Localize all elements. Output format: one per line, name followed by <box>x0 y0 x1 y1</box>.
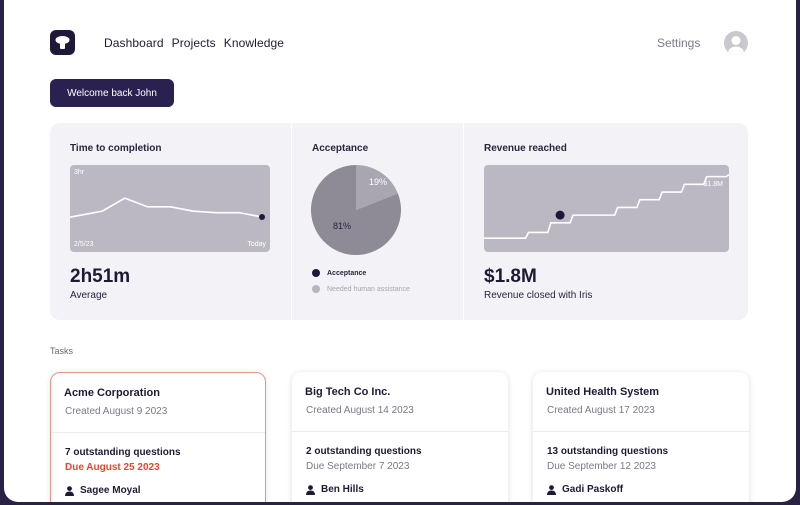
time-to-completion-card: Time to completion 3hr 2/5/23 Today 2h51… <box>50 123 291 320</box>
acceptance-title: Acceptance <box>312 143 369 154</box>
task-assignee: Ben Hills <box>306 484 364 495</box>
task-card[interactable]: United Health System Created August 17 2… <box>533 372 749 502</box>
stats-panel: Time to completion 3hr 2/5/23 Today 2h51… <box>50 123 748 320</box>
task-assignee: Sagee Moyal <box>65 485 141 496</box>
task-created: Created August 14 2023 <box>306 405 414 416</box>
task-questions: 2 outstanding questions <box>306 446 422 457</box>
revenue-title: Revenue reached <box>484 143 567 154</box>
task-divider <box>51 432 265 433</box>
pie-slice-human <box>356 165 398 210</box>
revenue-card: Revenue reached $1.8M $1.8M Revenue clos… <box>463 123 748 320</box>
revenue-line-svg <box>484 174 729 240</box>
task-divider <box>533 431 749 432</box>
task-card[interactable]: Big Tech Co Inc. Created August 14 2023 … <box>292 372 508 502</box>
welcome-button[interactable]: Welcome back John <box>50 79 174 107</box>
brand-logo-icon[interactable] <box>50 30 75 55</box>
assignee-name: Ben Hills <box>321 484 364 495</box>
time-title: Time to completion <box>70 143 162 154</box>
time-series-line <box>70 197 263 218</box>
task-assignee: Gadi Paskoff <box>547 484 623 495</box>
revenue-sub: Revenue closed with Iris <box>484 290 593 301</box>
task-name: United Health System <box>546 386 660 398</box>
time-sub: Average <box>70 290 108 301</box>
legend-label-acceptance: Acceptance <box>327 269 367 277</box>
legend-label-human: Needed human assistance <box>327 285 410 293</box>
time-end-point <box>259 214 265 220</box>
task-name: Acme Corporation <box>64 387 160 399</box>
legend-dot-acceptance <box>312 269 320 277</box>
time-value: 2h51m <box>70 266 131 287</box>
main-nav: Dashboard Projects Knowledge <box>104 36 284 50</box>
task-due-date: Due September 7 2023 <box>306 461 410 472</box>
revenue-series-line <box>484 174 729 240</box>
logo-mark <box>55 36 70 49</box>
pie-label-acceptance: 81% <box>333 221 351 231</box>
task-questions: 13 outstanding questions <box>547 446 669 457</box>
tasks-heading: Tasks <box>50 346 74 356</box>
revenue-chart-label: $1.8M <box>703 181 723 188</box>
avatar-silhouette <box>728 36 744 55</box>
legend-dot-human <box>312 285 320 293</box>
time-chart-top-label: 3hr <box>74 169 85 176</box>
app-window: Dashboard Projects Knowledge Settings We… <box>4 0 796 502</box>
legend-acceptance: Acceptance <box>312 269 366 277</box>
task-divider <box>292 431 508 432</box>
task-card[interactable]: Acme Corporation Created August 9 2023 7… <box>50 372 266 502</box>
settings-link[interactable]: Settings <box>657 36 701 50</box>
time-chart-start-label: 2/5/23 <box>74 241 94 248</box>
task-created: Created August 17 2023 <box>547 405 655 416</box>
person-icon <box>306 484 315 495</box>
user-avatar-icon[interactable] <box>724 31 748 55</box>
task-questions: 7 outstanding questions <box>65 447 181 458</box>
task-name: Big Tech Co Inc. <box>305 386 391 398</box>
nav-projects[interactable]: Projects <box>171 36 216 50</box>
nav-dashboard[interactable]: Dashboard <box>104 36 164 50</box>
time-chart-end-label: Today <box>247 241 266 248</box>
person-icon <box>547 484 556 495</box>
revenue-value: $1.8M <box>484 266 537 287</box>
task-due-date: Due September 12 2023 <box>547 461 656 472</box>
revenue-highlight-point <box>555 210 565 220</box>
acceptance-card: Acceptance 19% 81% Acceptance Needed hum… <box>291 123 463 320</box>
pie-label-human: 19% <box>369 177 387 187</box>
person-icon <box>65 485 74 496</box>
time-line-svg <box>70 197 265 220</box>
time-chart: 3hr 2/5/23 Today <box>70 165 270 252</box>
revenue-chart: $1.8M <box>484 165 729 252</box>
task-due-date: Due August 25 2023 <box>65 462 160 473</box>
legend-human: Needed human assistance <box>312 285 410 293</box>
nav-knowledge[interactable]: Knowledge <box>223 36 285 50</box>
acceptance-pie: 19% 81% <box>311 165 401 255</box>
assignee-name: Gadi Paskoff <box>562 484 624 495</box>
task-created: Created August 9 2023 <box>65 406 168 417</box>
assignee-name: Sagee Moyal <box>80 485 141 496</box>
